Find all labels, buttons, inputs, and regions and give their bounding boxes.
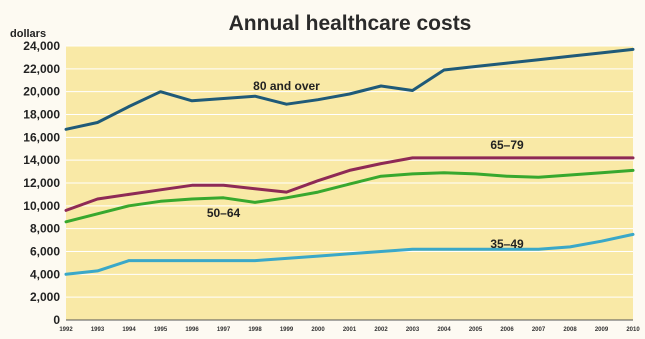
x-tick-label: 2004 xyxy=(437,327,451,333)
y-tick-label: 18,000 xyxy=(23,108,60,122)
x-tick-label: 1998 xyxy=(248,327,262,333)
y-tick-label: 10,000 xyxy=(23,199,60,213)
x-tick-label: 1995 xyxy=(154,327,168,333)
y-axis-ticks: 0 2,000 4,000 6,000 8,000 10,000 12,000 14,000 1… xyxy=(23,39,60,327)
y-tick-label: 16,000 xyxy=(23,130,60,144)
y-tick-label: 8,000 xyxy=(30,222,60,236)
x-tick-label: 1997 xyxy=(217,327,231,333)
x-tick-label: 1993 xyxy=(91,327,105,333)
x-tick-label: 1999 xyxy=(280,327,294,333)
x-tick-label: 2003 xyxy=(406,327,420,333)
series-line xyxy=(64,47,635,131)
x-tick-label: 2007 xyxy=(532,327,546,333)
series-line xyxy=(64,168,635,224)
series-label: 35–49 xyxy=(490,237,524,251)
series-lines xyxy=(64,47,635,276)
y-tick-label: 6,000 xyxy=(30,245,60,259)
x-tick-label: 1994 xyxy=(122,327,136,333)
y-tick-label: 22,000 xyxy=(23,62,60,76)
series-label: 50–64 xyxy=(207,206,241,220)
x-axis-ticks: 1992 1993 1994 1995 1996 1997 1998 1999 2000 2001… xyxy=(59,327,640,333)
x-tick-label: 2006 xyxy=(500,327,514,333)
x-tick-label: 2005 xyxy=(469,327,483,333)
x-tick-label: 1996 xyxy=(185,327,199,333)
y-tick-label: 0 xyxy=(53,313,60,327)
x-tick-label: 2008 xyxy=(563,327,577,333)
y-tick-label: 4,000 xyxy=(30,267,60,281)
series-label: 80 and over xyxy=(253,79,320,93)
y-tick-label: 20,000 xyxy=(23,85,60,99)
series-line xyxy=(64,232,635,276)
chart-title: Annual healthcare costs xyxy=(229,12,472,35)
x-tick-label: 1992 xyxy=(59,327,73,333)
x-tick-label: 2009 xyxy=(595,327,609,333)
series-line xyxy=(64,156,635,212)
y-axis-label: dollars xyxy=(10,28,46,40)
y-tick-label: 12,000 xyxy=(23,176,60,190)
x-tick-label: 2000 xyxy=(311,327,325,333)
series-labels: 80 and over 65–79 50–64 35–49 xyxy=(207,79,524,251)
x-tick-label: 2010 xyxy=(626,327,640,333)
series-label: 65–79 xyxy=(490,138,524,152)
x-tick-label: 2001 xyxy=(343,327,357,333)
x-tick-label: 2002 xyxy=(374,327,388,333)
y-tick-label: 24,000 xyxy=(23,39,60,53)
y-tick-label: 2,000 xyxy=(30,290,60,304)
y-tick-label: 14,000 xyxy=(23,153,60,167)
